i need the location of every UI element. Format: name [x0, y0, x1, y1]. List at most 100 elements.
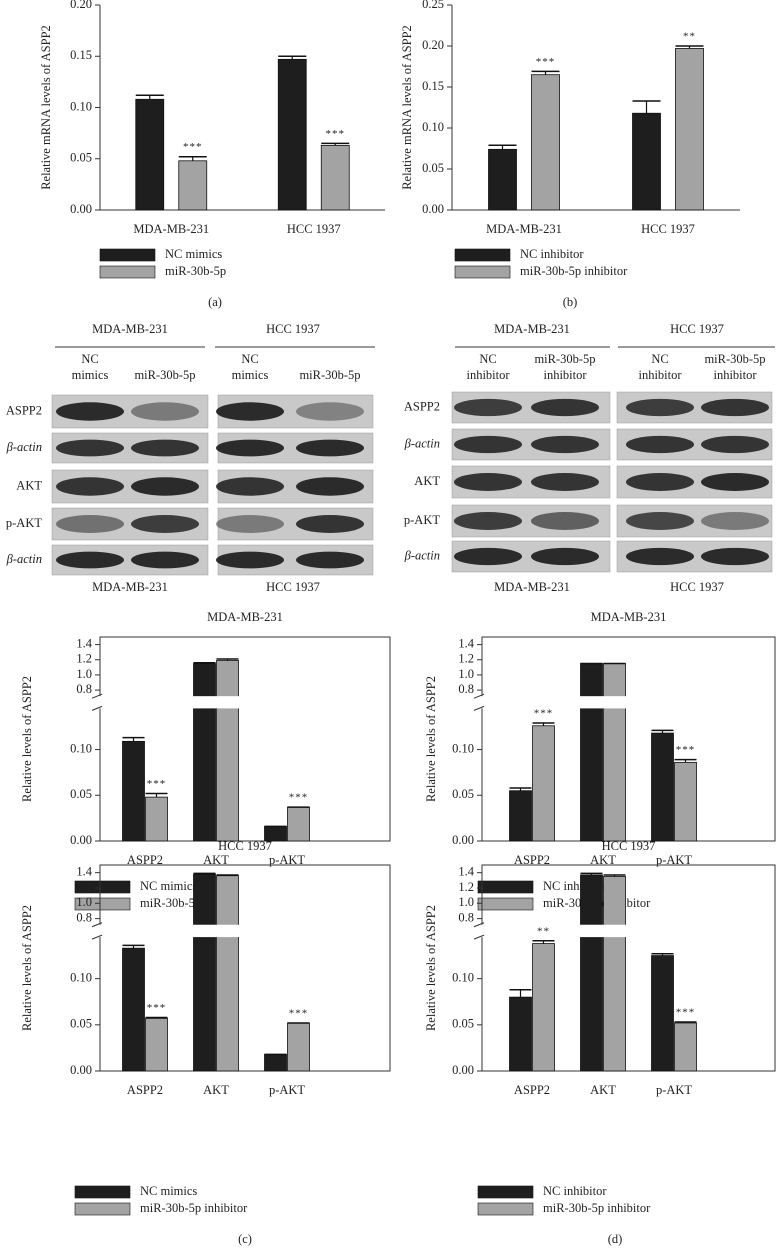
blot-row-label: ASPP2 [6, 403, 42, 417]
axis-break [92, 696, 102, 709]
y-tick-label: 0.05 [70, 151, 92, 165]
bar [532, 725, 555, 842]
y-tick-label: 0.05 [452, 787, 474, 801]
blot-column-label: inhibitor [543, 368, 587, 382]
y-tick-label: 0.25 [422, 0, 444, 11]
blot-band [216, 551, 284, 569]
legend-swatch [454, 248, 511, 262]
blot-row-label: β-actin [404, 436, 440, 450]
y-tick-label: 0.15 [422, 79, 444, 93]
axis-break [474, 696, 484, 709]
y-tick-label: 1.0 [76, 667, 92, 681]
axis-break-gap [603, 924, 626, 938]
bar [287, 1022, 310, 1072]
blot-band [531, 398, 599, 417]
blot-column-label: miR-30b-5p [299, 368, 360, 382]
x-tick-label: MDA-MB-231 [486, 222, 562, 236]
x-tick-label: HCC 1937 [287, 222, 341, 236]
y-tick-label: 0.10 [452, 741, 474, 755]
blot-band [56, 402, 124, 421]
blot-group-label: HCC 1937 [266, 322, 320, 336]
legend-swatch [74, 1202, 131, 1216]
bar [674, 1022, 697, 1072]
y-axis-label: Relative mRNA levels of ASPP2 [39, 25, 53, 190]
blot-row-label: AKT [414, 474, 440, 488]
bar [216, 660, 239, 842]
bar [178, 160, 208, 211]
blot-band [454, 435, 522, 454]
significance-label: *** [676, 1007, 696, 1019]
blot-band [296, 439, 364, 457]
blot-row-label: p-AKT [6, 516, 42, 530]
y-tick-label: 0.10 [70, 741, 92, 755]
blot-group-label: MDA-MB-231 [92, 322, 168, 336]
blot-band [626, 473, 694, 491]
blot-band [531, 547, 599, 566]
x-tick-label: HCC 1937 [641, 222, 695, 236]
bar [632, 112, 661, 211]
significance-label: *** [289, 1008, 309, 1020]
blot-group-label: MDA-MB-231 [494, 322, 570, 336]
blot-band [626, 512, 694, 530]
significance-label: *** [289, 792, 309, 804]
x-tick-label: AKT [590, 1083, 616, 1097]
blot-band [131, 477, 199, 496]
bar [675, 48, 704, 211]
bar [135, 98, 165, 211]
y-tick-label: 0.00 [70, 833, 92, 847]
blot-column-label: miR-30b-5p [134, 368, 195, 382]
blot-row-label: p-AKT [404, 513, 440, 527]
x-tick-label: p-AKT [269, 853, 305, 867]
y-tick-label: 0.8 [76, 682, 92, 696]
y-tick-label: 1.2 [76, 652, 92, 666]
y-tick-label: 0.00 [452, 833, 474, 847]
significance-label: *** [147, 1002, 167, 1014]
x-tick-label: AKT [203, 853, 229, 867]
bar [193, 663, 216, 842]
axis-break [92, 924, 102, 938]
blot-band [296, 515, 364, 533]
bar [145, 796, 168, 842]
bar [674, 761, 697, 842]
blot-column-label: mimics [72, 368, 109, 382]
axis-break-mark [473, 693, 485, 699]
blot-band [454, 398, 522, 417]
y-tick-label: 1.2 [458, 652, 474, 666]
legend-label: NC mimics [165, 247, 222, 261]
y-tick-label: 1.4 [76, 636, 92, 650]
axis-break-gap [580, 924, 603, 938]
blot-row-label: AKT [16, 478, 42, 492]
blot-band [531, 473, 599, 491]
blot-band [531, 435, 599, 454]
legend-label: miR-30b-5p [140, 896, 201, 910]
y-tick-label: 0.00 [70, 1063, 92, 1077]
blot-band [701, 473, 769, 491]
axis-break [474, 924, 484, 938]
blot-row-label: β-actin [404, 548, 440, 562]
x-tick-label: p-AKT [656, 1083, 692, 1097]
blot-band [626, 398, 694, 417]
y-tick-label: 0.15 [70, 48, 92, 62]
blot-column-label: inhibitor [638, 368, 682, 382]
bar [603, 876, 626, 1072]
blot-column-label: NC [479, 352, 496, 366]
significance-label: *** [534, 708, 554, 720]
x-tick-label: p-AKT [269, 1083, 305, 1097]
y-axis-label: Relative mRNA levels of ASPP2 [400, 25, 414, 190]
y-tick-label: 1.0 [76, 895, 92, 909]
y-tick-label: 1.4 [458, 636, 474, 650]
y-tick-label: 0.05 [70, 1017, 92, 1031]
blot-band [626, 435, 694, 454]
chart-title: HCC 1937 [218, 839, 272, 853]
bar [193, 873, 216, 1072]
significance-label: ** [683, 31, 696, 43]
chart-title: MDA-MB-231 [207, 610, 283, 624]
legend-swatch [477, 880, 534, 894]
legend-label: NC mimics [140, 879, 197, 893]
blot-band [626, 547, 694, 566]
axis-break-mark [473, 705, 485, 711]
legend-swatch [477, 1185, 534, 1199]
y-tick-label: 0.05 [422, 161, 444, 175]
blot-band [701, 547, 769, 566]
